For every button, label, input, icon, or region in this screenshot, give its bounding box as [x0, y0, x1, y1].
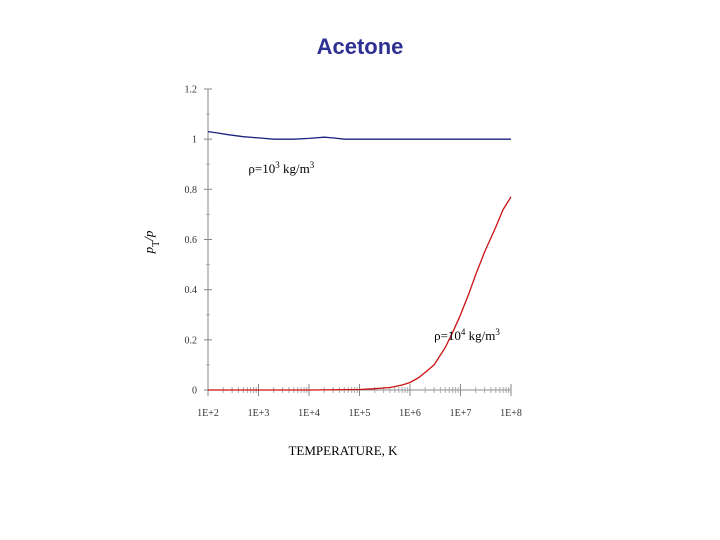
y-tick-label: 0.2	[185, 335, 198, 346]
y-axis-title: pT/p	[141, 230, 162, 254]
x-tick-label: 1E+4	[298, 408, 320, 419]
x-ticks: 1E+2 1E+3 1E+4 1E+5 1E+6 1E+7 1E+8	[197, 384, 522, 419]
chart-annotations: ρ=103 kg/m3 ρ=104 kg/m3	[248, 160, 500, 343]
y-tick-label: 1	[192, 135, 197, 146]
y-axis-title-base: p	[141, 246, 156, 254]
x-tick-label: 1E+8	[500, 408, 522, 419]
x-tick-label: 1E+2	[197, 408, 219, 419]
y-tick-label: 0.6	[185, 235, 198, 246]
series-line-1	[207, 130, 511, 140]
chart-series	[207, 130, 512, 391]
x-tick-label: 1E+6	[399, 408, 421, 419]
series-annotation-2: ρ=104 kg/m3	[434, 327, 500, 343]
y-tick-label: 0.8	[185, 185, 198, 196]
series-line-2	[208, 196, 512, 391]
y-ticks: 0 0.2 0.4 0.6 0.8 1 1.2	[185, 85, 212, 397]
x-tick-label: 1E+3	[248, 408, 270, 419]
page-title: Acetone	[316, 34, 404, 59]
series-annotation-1: ρ=103 kg/m3	[248, 160, 314, 176]
x-tick-label: 1E+7	[450, 408, 472, 419]
x-tick-label: 1E+5	[349, 408, 371, 419]
y-tick-label: 0	[192, 386, 197, 397]
y-axis-title-sub: T	[151, 241, 162, 247]
y-tick-label: 1.2	[185, 85, 198, 96]
x-axis-title: TEMPERATURE, K	[288, 443, 398, 458]
chart-axes	[207, 89, 511, 391]
y-axis-title-tail: /p	[141, 230, 156, 242]
y-tick-label: 0.4	[185, 285, 198, 296]
